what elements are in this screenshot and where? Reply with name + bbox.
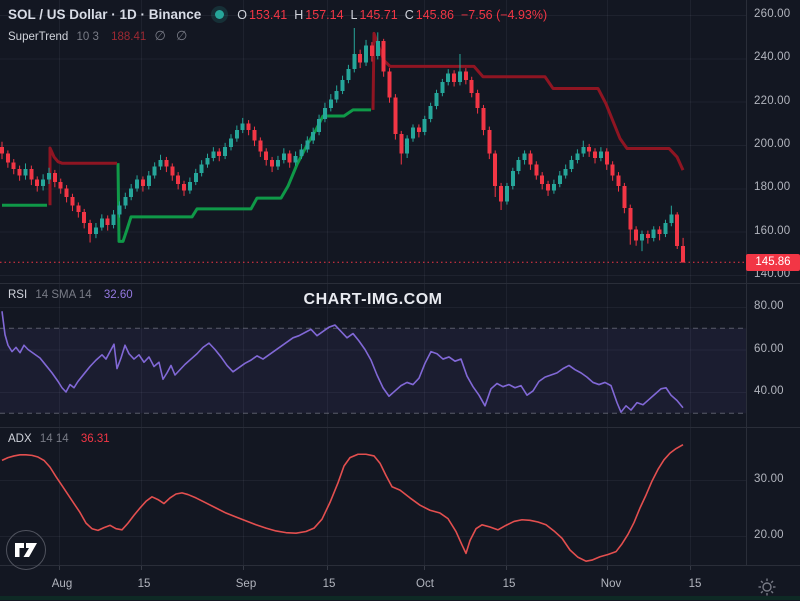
time-axis-label: 15 [502,578,516,590]
adx-value: 36.31 [80,433,110,445]
open-value: 153.41 [249,7,288,22]
price-pane[interactable] [0,0,746,283]
time-axis-label: Sep [235,578,257,590]
watermark: CHART-IMG.COM [303,291,443,308]
price-pane-axis-label: 200.00 [754,138,791,150]
time-axis-tick [141,566,142,570]
price-axis[interactable]: 260.00 240.00 220.00 200.00 180.00 160.00 140.… [746,0,800,565]
high-value: 157.14 [305,7,344,22]
time-axis-label: 15 [688,578,702,590]
pane-divider[interactable] [0,283,800,284]
adx-pane-axis-label: 20.00 [754,529,784,541]
market-status-icon[interactable] [215,10,225,19]
price-pane-axis-label: 220.00 [754,94,791,107]
rsi-pane[interactable] [0,283,746,427]
time-axis-tick [327,566,328,570]
adx-pane[interactable] [0,427,746,565]
low-label: L [350,7,358,22]
empty-set-icon: ∅ [154,28,166,43]
tradingview-logo[interactable] [6,530,46,570]
time-axis-label: Oct [416,578,434,590]
rsi-params: 14 SMA 14 [35,289,92,301]
last-price-badge: 145.86 [746,254,800,272]
rsi-pane-axis-label: 60.00 [754,342,784,355]
close-label: C [404,7,414,22]
time-axis[interactable]: Aug 15 Sep 15 Oct 15 Nov 15 [0,565,800,601]
ohlc-readout: O 153.41 H 157.14 L 145.71 C 145.86 −7.5… [237,8,554,22]
supertrend-legend-name[interactable]: SuperTrend [8,31,69,43]
price-pane-axis-label: 240.00 [754,51,791,64]
low-value: 145.71 [359,7,398,22]
pane-divider[interactable] [0,427,800,428]
price-pane-axis-label: 160.00 [754,224,791,237]
bottom-strip [0,596,800,600]
time-axis-tick [59,566,60,570]
time-axis-tick [506,566,507,570]
adx-params: 14 14 [39,433,69,445]
empty-set-icon: ∅ [176,28,188,43]
rsi-pane-axis-label: 40.00 [754,385,784,397]
time-axis-label: Aug [51,578,73,590]
change-value: −7.56 (−4.93%) [460,7,548,22]
high-label: H [294,7,304,22]
rsi-pane-axis-label: 80.00 [754,300,784,312]
price-pane-axis-label: 260.00 [754,8,791,20]
time-axis-label: 15 [322,578,336,590]
theme-sun-icon[interactable] [756,576,778,598]
adx-pane-axis-label: 30.00 [754,473,784,485]
time-axis-label: 15 [137,578,151,590]
time-axis-label: Nov [600,578,622,590]
supertrend-params: 10 3 [76,31,99,43]
close-value: 145.86 [415,7,454,22]
time-axis-tick [424,566,425,570]
time-axis-tick [607,566,608,570]
price-pane-axis-label: 180.00 [754,181,791,194]
tradingview-logo-glyph [15,543,37,557]
rsi-legend-name[interactable]: RSI [8,289,28,301]
symbol-title[interactable]: SOL / US Dollar · 1D · Binance [8,7,202,22]
time-axis-tick [243,566,244,570]
adx-legend-name[interactable]: ADX [8,433,32,445]
open-label: O [237,7,248,22]
supertrend-value: 188.41 [111,31,147,43]
time-axis-tick [690,566,691,570]
rsi-value: 32.60 [103,289,133,301]
